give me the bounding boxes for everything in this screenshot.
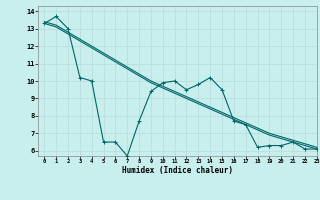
X-axis label: Humidex (Indice chaleur): Humidex (Indice chaleur)	[122, 166, 233, 175]
